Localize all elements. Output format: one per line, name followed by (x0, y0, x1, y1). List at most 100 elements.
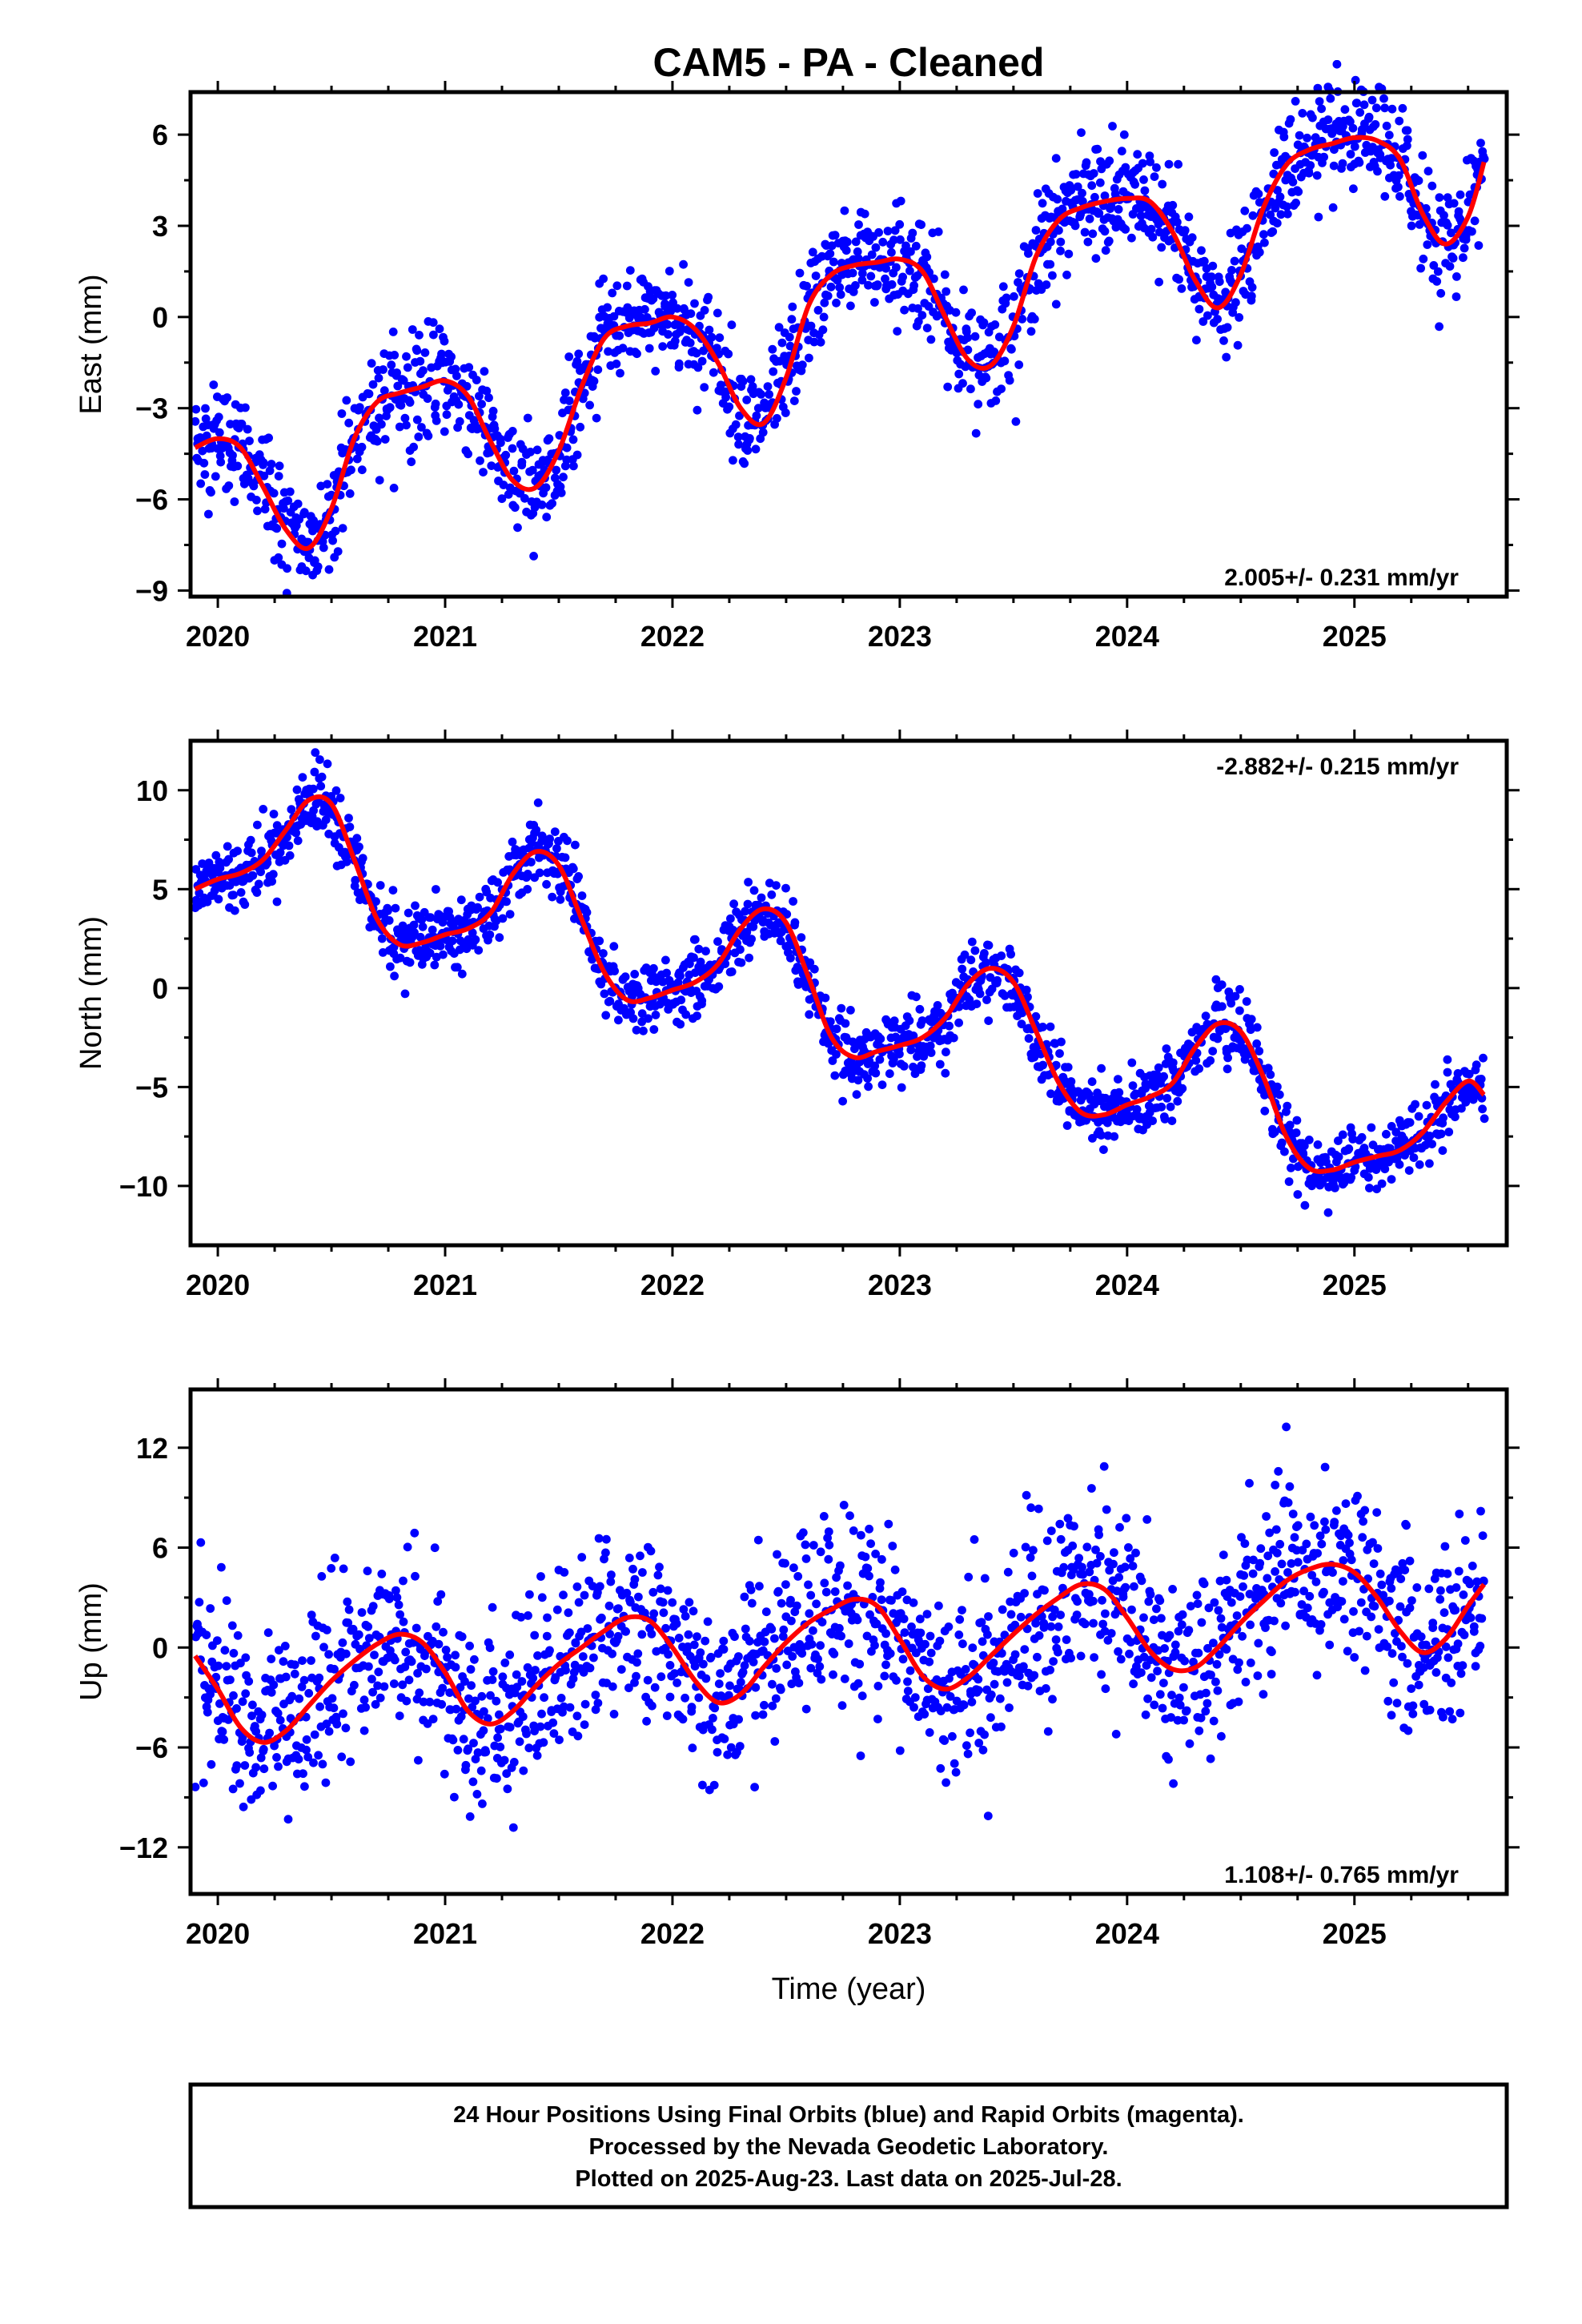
up-data-point (1105, 1566, 1114, 1575)
up-data-point (523, 1663, 532, 1672)
east-data-point (569, 461, 578, 471)
up-data-point (923, 1684, 933, 1694)
east-data-point (816, 337, 825, 347)
north-data-point (1443, 1068, 1452, 1077)
up-data-point (685, 1598, 694, 1607)
north-data-point (1291, 1128, 1301, 1137)
east-data-point (442, 410, 452, 420)
east-data-point (215, 451, 225, 460)
east-data-point (1105, 156, 1114, 166)
north-data-point (1114, 1088, 1124, 1097)
up-data-point (745, 1636, 754, 1646)
north-data-point (523, 870, 532, 879)
north-data-point (582, 907, 592, 917)
north-plot-frame (188, 738, 1509, 1248)
up-data-point (779, 1625, 789, 1634)
north-data-point (203, 897, 212, 907)
up-data-point (1212, 1659, 1222, 1669)
up-data-point (492, 1696, 501, 1706)
north-data-point (825, 1017, 835, 1026)
up-data-point (1263, 1551, 1273, 1561)
east-data-point (651, 367, 661, 376)
up-data-point (226, 1675, 235, 1685)
up-data-point (357, 1608, 367, 1617)
up-data-point (1211, 1677, 1220, 1687)
east-data-point (196, 479, 206, 489)
up-data-point (806, 1590, 816, 1600)
east-data-point (765, 390, 773, 399)
east-data-point (479, 468, 488, 476)
east-data-point (377, 420, 386, 429)
east-data-point (1046, 237, 1055, 247)
north-y-axis-label: North (mm) (74, 916, 108, 1070)
east-data-point (1379, 94, 1388, 103)
east-data-point (818, 325, 828, 335)
east-data-point (1223, 323, 1232, 332)
north-data-point (905, 1016, 914, 1025)
east-data-point (768, 344, 777, 354)
east-data-point (1066, 186, 1076, 195)
east-data-point (1090, 192, 1099, 202)
up-data-point (202, 1630, 211, 1639)
east-data-point (520, 493, 529, 503)
up-data-point (1407, 1684, 1416, 1694)
north-data-point (1477, 1093, 1487, 1103)
east-data-point (285, 487, 295, 497)
up-data-point (948, 1731, 957, 1741)
east-data-point (777, 338, 787, 348)
east-data-point (1312, 171, 1322, 180)
up-data-point (773, 1550, 781, 1559)
up-data-point (247, 1711, 256, 1721)
up-data-point (1249, 1555, 1258, 1565)
up-data-point (1341, 1499, 1351, 1508)
east-x-tick-label: 2021 (413, 620, 477, 653)
north-data-point (1087, 1077, 1097, 1087)
east-data-point (245, 436, 254, 445)
north-data-point (747, 935, 756, 943)
east-data-point (390, 351, 400, 360)
up-data-point (674, 1634, 684, 1642)
up-data-point (597, 1613, 606, 1622)
north-data-point (915, 1004, 925, 1014)
up-data-point (807, 1639, 817, 1649)
up-data-point (637, 1630, 647, 1639)
north-data-point (1275, 1090, 1284, 1100)
east-data-point (851, 281, 860, 290)
up-data-point (853, 1615, 862, 1625)
east-data-point (940, 270, 950, 279)
east-data-point (347, 465, 355, 475)
north-data-point (523, 885, 532, 894)
up-data-point (907, 1622, 916, 1631)
up-data-point (1316, 1620, 1326, 1629)
up-data-point (290, 1660, 299, 1670)
east-data-point (1303, 133, 1311, 143)
up-data-point (609, 1710, 619, 1719)
up-data-point (232, 1704, 241, 1713)
up-data-point (191, 1783, 200, 1791)
east-data-point (612, 281, 622, 291)
north-data-point (1148, 1116, 1157, 1125)
north-data-point (917, 1016, 927, 1025)
up-data-point (1216, 1614, 1226, 1623)
east-data-point (1011, 417, 1021, 426)
north-data-point (1273, 1082, 1282, 1092)
east-data-point (1240, 206, 1250, 215)
east-data-point (562, 443, 572, 452)
east-data-point (1308, 113, 1317, 123)
up-data-point (716, 1669, 725, 1679)
east-data-point (673, 304, 682, 313)
up-data-point (425, 1697, 435, 1707)
up-data-point (636, 1551, 644, 1561)
north-data-point (475, 892, 484, 902)
north-data-point (1213, 1034, 1223, 1043)
north-data-point (906, 1045, 916, 1055)
east-data-point (437, 349, 446, 359)
east-data-point (1349, 184, 1358, 194)
east-data-point (1018, 315, 1027, 324)
east-data-point (488, 406, 498, 416)
up-data-point (746, 1585, 756, 1594)
up-data-point (245, 1747, 255, 1757)
east-data-point (499, 480, 508, 489)
up-data-point (710, 1703, 720, 1713)
east-data-point (224, 481, 234, 490)
